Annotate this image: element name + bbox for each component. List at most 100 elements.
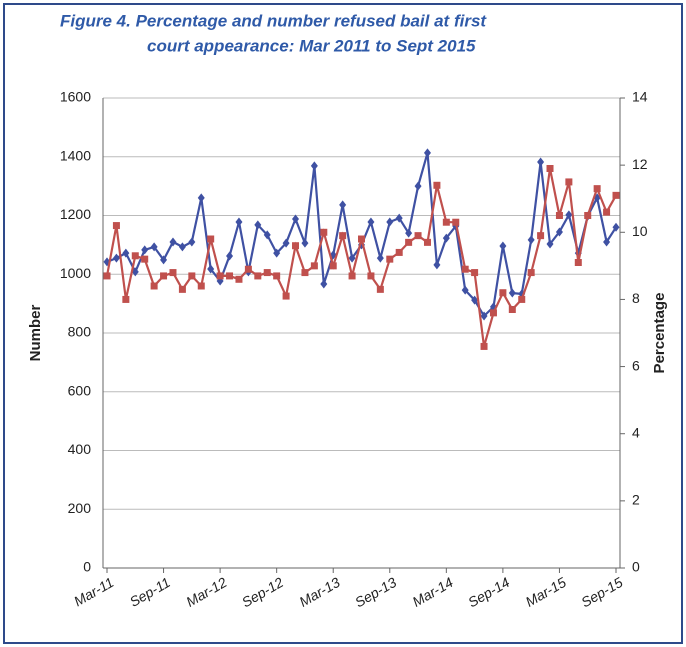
marker [141,245,149,255]
marker [546,165,554,172]
marker [282,238,290,248]
marker [442,233,450,243]
y2-tick-label: 4 [632,424,640,440]
x-tick-label: Sep-13 [352,574,399,611]
marker [263,230,271,240]
marker [348,272,356,280]
marker [367,272,375,280]
marker [452,218,460,226]
marker [376,285,384,293]
marker [480,342,488,350]
marker [433,181,441,189]
marker [292,242,300,250]
marker [329,262,337,270]
marker [310,161,318,171]
marker [160,272,168,280]
marker [546,239,554,249]
marker [593,185,601,193]
y-tick-label: 400 [68,441,92,457]
marker [169,269,177,277]
marker [254,272,262,280]
x-tick-label: Sep-15 [578,574,625,611]
marker [339,200,347,210]
marker [574,259,582,266]
marker [188,237,196,247]
marker [122,295,130,303]
marker [112,253,120,263]
marker [310,262,318,270]
marker [131,267,139,277]
marker [461,265,469,273]
marker [292,214,300,224]
y-tick-label: 1400 [60,147,91,163]
marker [603,237,611,247]
marker [555,227,563,237]
y-tick-label: 1000 [60,265,91,281]
marker [518,295,526,303]
marker [197,282,205,290]
marker [461,285,469,295]
marker [235,275,243,283]
x-tick-label: Mar-12 [183,574,229,610]
marker [603,208,611,216]
marker [423,148,431,158]
series-line [105,168,617,347]
marker [301,269,309,277]
marker [471,269,479,277]
marker [273,248,281,258]
frame [3,3,683,644]
marker [282,292,290,300]
marker [348,253,356,263]
marker [395,248,403,256]
marker [565,210,573,220]
marker [169,237,177,247]
marker [555,212,563,219]
marker [499,241,507,251]
marker [423,238,431,246]
marker [395,213,403,223]
marker [178,242,186,252]
marker [301,238,309,248]
y-tick-label: 200 [68,500,92,516]
marker [612,191,620,199]
y-tick-label: 0 [83,559,91,575]
marker [405,238,413,246]
y2-tick-label: 8 [632,290,640,306]
chart-title: court appearance: Mar 2011 to Sept 2015 [147,36,476,55]
y-tick-label: 1200 [60,206,91,222]
marker [376,253,384,263]
marker [188,272,196,280]
marker [508,288,516,298]
marker [160,255,168,265]
marker [565,178,573,186]
marker [386,255,394,263]
marker [273,272,281,280]
x-tick-label: Mar-14 [409,574,455,610]
marker [207,264,215,274]
marker [122,248,130,258]
marker [480,311,488,321]
marker [489,309,497,317]
y-tick-label: 600 [68,382,92,398]
marker [414,181,422,191]
y2-axis-label: Percentage [651,293,668,374]
y-axis-label: Number [27,305,44,362]
marker [226,251,234,261]
x-tick-label: Mar-11 [71,574,116,609]
marker [499,289,507,297]
y-tick-label: 800 [68,324,92,340]
marker [442,218,450,226]
marker [527,235,535,245]
y2-tick-label: 2 [632,492,640,508]
marker [141,255,149,263]
marker [112,222,120,230]
x-tick-label: Sep-11 [127,574,173,610]
marker [207,235,215,243]
marker [508,306,516,313]
x-tick-label: Mar-13 [296,574,342,610]
x-tick-label: Sep-14 [465,574,512,611]
marker [216,272,224,280]
marker [197,193,205,203]
chart-title: Figure 4. Percentage and number refused … [60,11,487,30]
